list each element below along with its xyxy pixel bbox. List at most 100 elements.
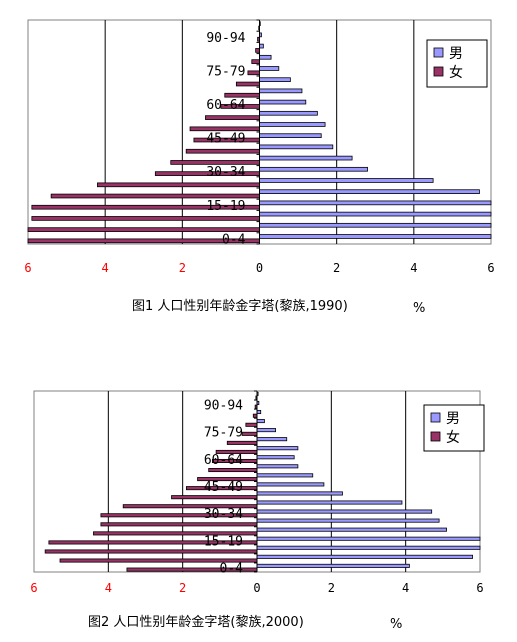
- x-tick-label: 4: [402, 581, 409, 595]
- bar-male-20-24: [256, 527, 447, 532]
- bar-female-40-44: [171, 495, 258, 500]
- age-label: 45-49: [204, 480, 243, 495]
- bar-male-50-54: [259, 122, 326, 127]
- legend-label: 男: [446, 411, 460, 427]
- bar-male-30-34: [256, 509, 433, 514]
- bar-female-80-84: [251, 59, 260, 64]
- legend-box: [426, 39, 488, 88]
- bar-male-55-59: [256, 464, 299, 469]
- bar-female-75-79: [241, 431, 258, 436]
- bar-male-5-9: [259, 222, 492, 228]
- bar-male-60-64: [259, 99, 307, 105]
- bar-male-30-34: [259, 166, 368, 172]
- age-label: 75-79: [204, 426, 243, 441]
- bar-female-5-9: [27, 227, 260, 232]
- bar-female-35-39: [170, 160, 260, 165]
- chart-1: 0-4 15-19 30-34 45-49 60-64 75-79 90-94 6 4 2 0 2 4 6…: [24, 19, 495, 316]
- bar-male-45-49: [256, 482, 325, 487]
- age-label: 75-79: [206, 64, 245, 79]
- bar-male-85-89: [256, 410, 262, 415]
- bar-male-35-39: [259, 155, 353, 161]
- bar-female-80-84: [245, 422, 258, 427]
- bar-female-25-29: [97, 182, 260, 188]
- legend-label: 女: [449, 64, 463, 81]
- x-tick-label: 6: [476, 581, 483, 595]
- x-tick-label: 2: [179, 261, 186, 275]
- bar-female-10-14: [31, 216, 260, 221]
- x-tick-label: 6: [487, 261, 494, 275]
- bar-male-65-69: [256, 446, 299, 451]
- bar-male-45-49: [259, 133, 322, 138]
- bar-female-50-54: [189, 126, 260, 132]
- bar-male-0-4: [256, 563, 410, 568]
- bar-male-85-89: [259, 43, 264, 49]
- bar-female-70-74: [226, 440, 258, 445]
- bar-male-35-39: [256, 500, 403, 505]
- legend-swatch: [430, 431, 441, 442]
- chart-title: 图1 人口性别年龄金字塔(黎族,1990): [132, 298, 348, 314]
- age-label: 60-64: [204, 453, 243, 468]
- age-label: 90-94: [204, 399, 243, 414]
- x-tick-label: 0: [256, 261, 263, 275]
- bar-female-25-29: [100, 522, 258, 527]
- x-tick-label: 2: [328, 581, 335, 595]
- bar-male-15-19: [259, 200, 492, 206]
- bar-male-50-54: [256, 473, 314, 478]
- bar-male-25-29: [259, 178, 434, 183]
- x-tick-label: 0: [253, 581, 260, 595]
- bar-male-75-79: [259, 66, 280, 71]
- chart-title: 图2 人口性别年龄金字塔(黎族,2000): [88, 614, 304, 630]
- x-tick-label: 2: [179, 581, 186, 595]
- age-label: 60-64: [206, 98, 245, 113]
- bar-male-0-4: [259, 234, 492, 239]
- bar-male-55-59: [259, 110, 318, 116]
- bar-male-10-14: [256, 545, 481, 550]
- bar-male-70-74: [256, 437, 288, 442]
- age-label: 45-49: [206, 132, 245, 147]
- bar-female-10-14: [44, 549, 258, 554]
- x-tick-label: 6: [24, 261, 31, 275]
- age-label: 0-4: [220, 561, 244, 576]
- bar-female-70-74: [235, 81, 260, 87]
- bar-male-5-9: [256, 554, 473, 559]
- bar-male-25-29: [256, 518, 440, 523]
- bar-male-75-79: [256, 428, 276, 433]
- bar-male-70-74: [259, 77, 291, 82]
- bar-male-60-64: [256, 455, 295, 460]
- legend-swatch: [430, 412, 441, 423]
- legend-swatch: [433, 47, 444, 58]
- age-label: 15-19: [204, 534, 243, 549]
- bar-female-65-69: [224, 92, 260, 98]
- bar-female-85-89: [255, 48, 260, 53]
- bar-male-15-19: [256, 536, 481, 541]
- bar-male-80-84: [256, 419, 265, 424]
- unit-label: %: [413, 301, 425, 316]
- bar-female-40-44: [185, 148, 260, 154]
- age-label: 30-34: [204, 507, 243, 522]
- unit-label: %: [390, 617, 402, 632]
- age-label: 0-4: [222, 232, 246, 247]
- bar-female-55-59: [205, 115, 260, 120]
- x-tick-label: 4: [102, 261, 109, 275]
- legend-label: 女: [446, 429, 460, 446]
- age-label: 90-94: [206, 31, 245, 46]
- age-label: 30-34: [206, 165, 245, 180]
- bar-female-55-59: [208, 468, 258, 473]
- bar-female-20-24: [50, 193, 260, 199]
- x-tick-label: 4: [410, 261, 417, 275]
- bar-male-40-44: [256, 491, 343, 496]
- legend-label: 男: [449, 46, 463, 62]
- bar-male-20-24: [259, 189, 480, 194]
- bar-male-10-14: [259, 211, 492, 217]
- bar-female-75-79: [247, 70, 260, 76]
- x-tick-label: 4: [105, 581, 112, 595]
- age-label: 15-19: [206, 199, 245, 214]
- x-tick-label: 2: [333, 261, 340, 275]
- legend-swatch: [433, 66, 444, 77]
- chart-2: 0-4 15-19 30-34 45-49 60-64 75-79 90-94 6 4 2 0 2 4 6…: [30, 390, 485, 632]
- bar-male-40-44: [259, 144, 334, 150]
- bar-male-65-69: [259, 88, 303, 94]
- bar-male-80-84: [259, 54, 272, 60]
- bar-female-85-89: [252, 413, 258, 418]
